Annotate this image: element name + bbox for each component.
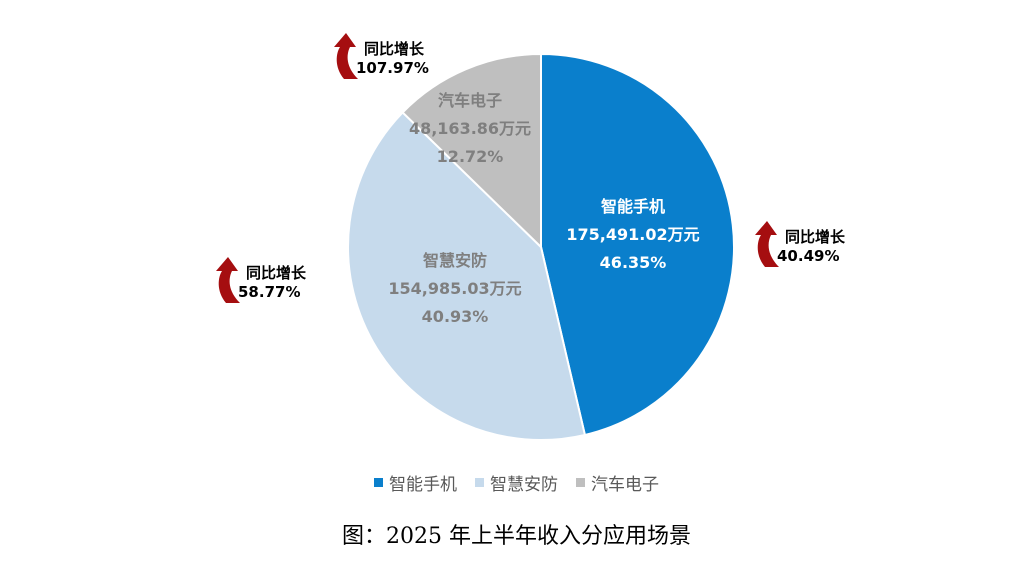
slice-security-percent-label: 40.93% <box>422 307 489 326</box>
slice-security[interactable] <box>347 111 587 441</box>
slice-auto-electronics-percent-label: 12.72% <box>437 147 504 166</box>
slice-auto-electronics-growth-value: 107.97% <box>356 59 429 77</box>
slice-smartphone-growth-title: 同比增长 <box>785 228 846 246</box>
slice-auto-electronics[interactable] <box>401 52 542 250</box>
slice-smartphone[interactable] <box>540 52 735 437</box>
growth-arrow-icon <box>216 257 240 303</box>
legend-item-auto-electronics[interactable]: 汽车电子 <box>576 470 659 495</box>
growth-arrow-icon <box>334 33 358 79</box>
slice-auto-electronics-value-label: 48,163.86万元 <box>409 119 531 138</box>
slice-smartphone-name-label: 智能手机 <box>601 197 665 216</box>
legend-label-security: 智慧安防 <box>490 475 558 495</box>
slice-smartphone-value-label: 175,491.02万元 <box>566 225 699 244</box>
legend-swatch-security <box>475 478 484 487</box>
slice-smartphone-percent-label: 46.35% <box>600 253 667 272</box>
figure-caption: 图：2025 年上半年收入分应用场景 <box>342 524 691 549</box>
slice-security-value-label: 154,985.03万元 <box>388 279 521 298</box>
legend-swatch-smartphone <box>374 478 383 487</box>
pie-chart: 智能手机 175,491.02万元 46.35% 智慧安防 154,985.03万元 40… <box>216 33 846 441</box>
chart-legend: 智能手机 智慧安防 汽车电子 <box>0 470 1033 495</box>
legend-swatch-auto-electronics <box>576 478 585 487</box>
legend-item-smartphone[interactable]: 智能手机 <box>374 470 457 495</box>
legend-item-security[interactable]: 智慧安防 <box>475 470 558 495</box>
slice-security-name-label: 智慧安防 <box>423 251 487 270</box>
slice-auto-electronics-name-label: 汽车电子 <box>438 91 502 110</box>
legend-label-auto-electronics: 汽车电子 <box>591 475 659 495</box>
slice-security-growth-value: 58.77% <box>238 283 300 301</box>
slice-security-growth-title: 同比增长 <box>246 264 307 282</box>
slice-auto-electronics-growth-title: 同比增长 <box>364 40 425 58</box>
legend-label-smartphone: 智能手机 <box>389 475 457 495</box>
growth-arrow-icon <box>755 221 779 267</box>
slice-smartphone-growth-value: 40.49% <box>777 247 839 265</box>
